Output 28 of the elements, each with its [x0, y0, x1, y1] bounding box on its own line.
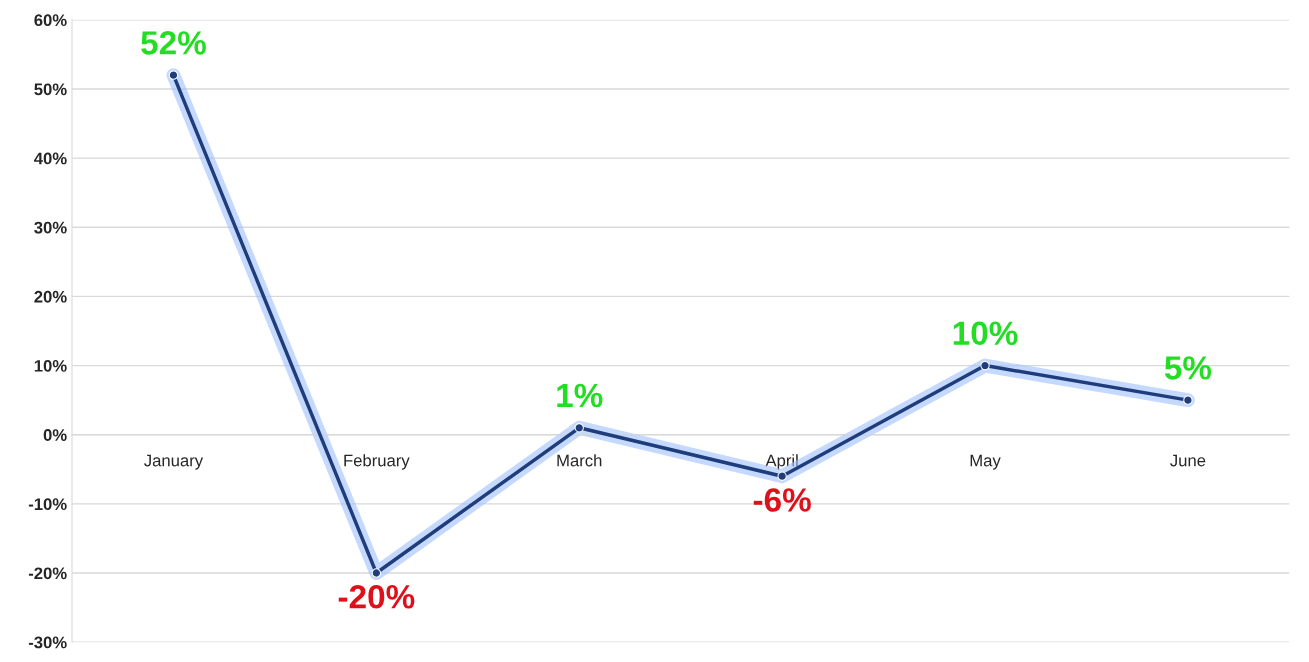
point	[980, 360, 990, 371]
x-tick-label: February	[344, 454, 410, 470]
y-tick-label: 60%	[34, 14, 67, 27]
data-label: 5%	[1164, 356, 1212, 380]
data-label: 52%	[141, 31, 206, 55]
y-tick-label: -30%	[28, 636, 67, 649]
y-tick-label: 40%	[34, 152, 67, 165]
data-label: 10%	[953, 321, 1018, 346]
x-tick-label: January	[144, 454, 204, 470]
point	[168, 70, 179, 80]
x-tick-label: March	[557, 454, 602, 467]
data-label: -6%	[753, 488, 811, 512]
x-tick-label: April	[765, 454, 798, 470]
y-tick-label: 20%	[34, 290, 67, 303]
y-tick-label: 50%	[34, 83, 67, 96]
y-tick-label: 30%	[34, 221, 67, 234]
y-tick-label: 10%	[34, 359, 67, 372]
point	[777, 471, 787, 481]
point	[371, 568, 382, 578]
point	[1183, 395, 1193, 405]
data-label: 1%	[557, 383, 603, 408]
data-label: -20%	[338, 584, 415, 609]
x-tick-label: June	[1170, 454, 1206, 467]
y-tick-label: -10%	[28, 498, 67, 511]
y-tick-label: 0%	[43, 429, 67, 441]
x-tick-label: May	[970, 454, 1001, 470]
y-tick-label: -20%	[28, 567, 67, 580]
point	[574, 423, 584, 433]
